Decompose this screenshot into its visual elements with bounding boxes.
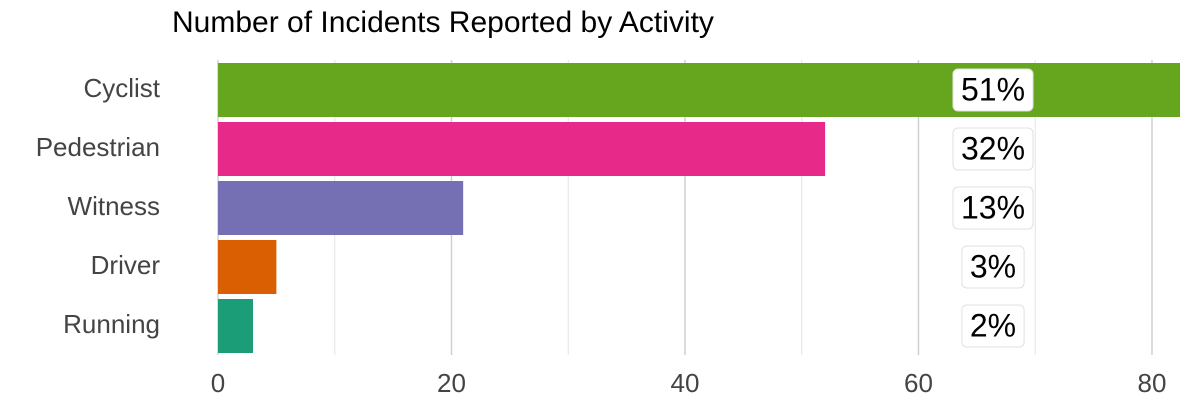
label-box	[952, 68, 1034, 112]
x-tick-label: 60	[904, 368, 933, 398]
x-tick-label: 20	[437, 368, 466, 398]
label-box	[952, 186, 1034, 230]
x-tick-label: 40	[671, 368, 700, 398]
label-box	[961, 304, 1025, 348]
y-tick-label: Cyclist	[83, 73, 160, 103]
chart-title: Number of Incidents Reported by Activity	[172, 6, 714, 39]
bar	[218, 122, 826, 176]
y-tick-label: Pedestrian	[36, 132, 160, 162]
data-label: 3%	[970, 248, 1016, 284]
y-tick-label: Witness	[68, 191, 160, 221]
data-label: 13%	[961, 189, 1025, 225]
bar	[218, 240, 277, 294]
data-label: 51%	[961, 71, 1025, 107]
y-tick-label: Driver	[91, 250, 161, 280]
data-label: 2%	[970, 307, 1016, 343]
bar	[218, 299, 254, 353]
bar	[218, 63, 1180, 117]
label-box	[952, 127, 1034, 171]
y-tick-label: Running	[63, 309, 160, 339]
bar	[218, 181, 464, 235]
data-label: 32%	[961, 130, 1025, 166]
x-tick-label: 80	[1138, 368, 1167, 398]
x-tick-label: 0	[211, 368, 225, 398]
label-box	[961, 245, 1025, 289]
